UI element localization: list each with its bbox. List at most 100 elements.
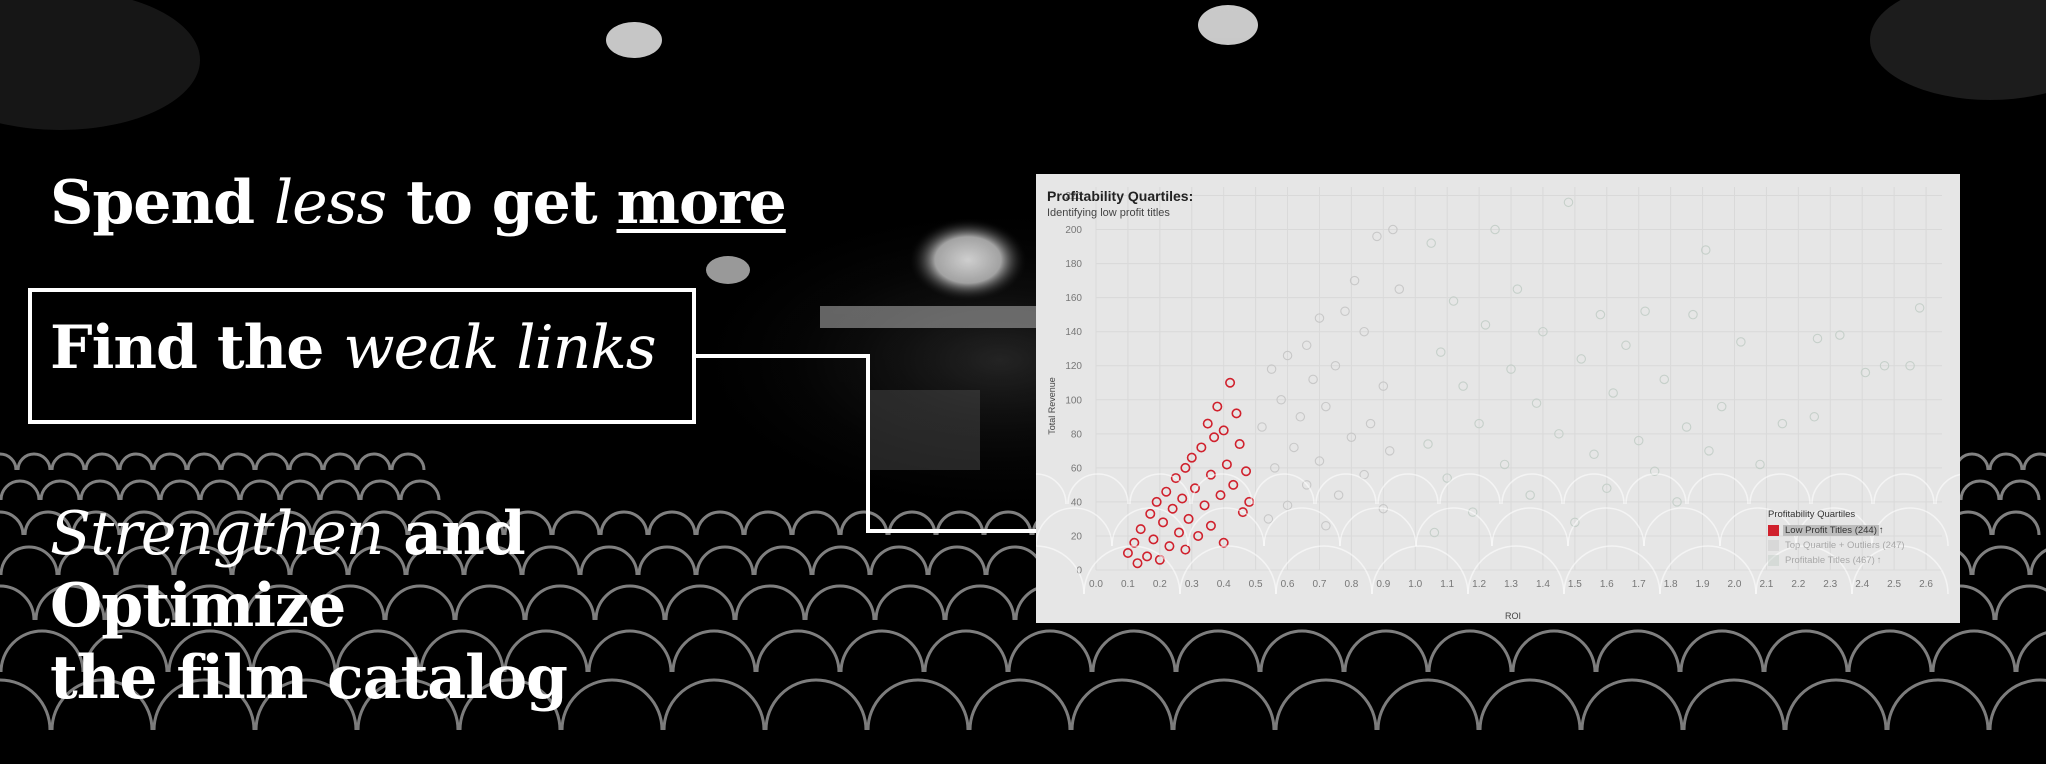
headline-2-pre: Find the	[50, 313, 324, 383]
seat-arc-overlay	[1873, 473, 1935, 505]
seat-arc-overlay	[1567, 507, 1645, 547]
data-point	[1330, 360, 1341, 371]
data-point	[1467, 507, 1478, 517]
sort-arrow-icon: ↑	[1878, 525, 1884, 536]
chart-title: Profitability Quartiles:	[1047, 188, 1194, 204]
data-point	[1633, 435, 1644, 446]
data-point	[1525, 490, 1535, 500]
data-point	[1755, 459, 1765, 470]
y-tick-label: 140	[1065, 327, 1082, 338]
data-point	[1704, 446, 1714, 456]
x-tick-label: 1.8	[1664, 579, 1678, 590]
y-axis-label: Total Revenue	[1047, 377, 1057, 435]
headline-1-pre: Spend	[50, 168, 255, 238]
sort-arrow-icon: ↑	[1876, 555, 1882, 566]
scatter-plot: 0.0 0.1 0.2 0.3 0.4 0.5 0.6 0.7 0.8 0.9 1.0 1.1 1.2 1…	[1036, 187, 1960, 621]
data-point	[1314, 456, 1325, 466]
seat-arc-overlay	[1851, 545, 1949, 595]
legend-item-top-quartile[interactable]: Top Quartile + Outliers (247)	[1768, 538, 1907, 553]
data-point	[1688, 309, 1698, 320]
x-tick-label: 1.7	[1632, 579, 1646, 590]
data-point	[1164, 541, 1175, 552]
data-point	[1218, 425, 1229, 436]
data-point	[1681, 422, 1692, 432]
headline-strengthen: Strengthen and Optimize the film catalog	[50, 498, 810, 714]
headline-3-emph: Strengthen	[50, 499, 384, 569]
headline-1-strong: more	[616, 168, 786, 238]
data-point	[1649, 466, 1660, 477]
x-tick-label: 0.7	[1313, 579, 1327, 590]
data-point	[1809, 412, 1820, 422]
x-tick-label: 2.1	[1759, 579, 1773, 590]
data-point	[1132, 558, 1143, 569]
data-point	[1659, 374, 1670, 385]
headline-3-mid: and Optimize	[50, 499, 526, 641]
x-tick-label: 0.2	[1153, 579, 1167, 590]
data-point	[1321, 401, 1331, 412]
data-point	[1276, 395, 1286, 405]
data-point	[1289, 442, 1299, 453]
data-point	[1436, 347, 1446, 357]
data-point	[1777, 418, 1788, 429]
data-point	[1442, 473, 1452, 483]
data-point	[1151, 496, 1162, 507]
seat-arc-overlay	[1467, 545, 1565, 595]
data-point	[1145, 508, 1156, 519]
data-point	[1202, 418, 1213, 429]
y-tick-label: 0	[1076, 566, 1082, 577]
data-point	[1263, 514, 1274, 524]
data-point	[1212, 401, 1223, 412]
data-point	[1161, 486, 1172, 497]
x-tick-label: 1.4	[1536, 579, 1550, 590]
data-point	[1554, 429, 1564, 439]
data-point	[1563, 197, 1574, 208]
data-point	[1282, 350, 1293, 361]
data-point	[1423, 439, 1433, 449]
seat-arc-overlay	[1935, 473, 1960, 505]
data-point	[1506, 364, 1516, 374]
x-tick-label: 1.3	[1504, 579, 1518, 590]
legend-item-profitable[interactable]: Profitable Titles (467) ↑	[1768, 553, 1907, 568]
y-tick-label: 160	[1065, 293, 1082, 304]
x-tick-label: 0.9	[1376, 579, 1390, 590]
data-point	[1359, 469, 1369, 480]
seat-arc-overlay	[1179, 545, 1277, 595]
data-point	[1672, 497, 1682, 507]
headline-2-emph: weak links	[343, 313, 656, 383]
data-point	[1595, 309, 1606, 320]
data-point	[1429, 527, 1440, 538]
data-point	[1340, 306, 1350, 317]
data-point	[1199, 500, 1210, 511]
data-point	[1180, 462, 1191, 473]
data-point	[1174, 527, 1185, 538]
data-point	[1860, 367, 1871, 378]
weak-links-box	[28, 288, 696, 424]
x-tick-label: 1.9	[1696, 579, 1710, 590]
data-point	[1241, 466, 1252, 477]
x-tick-label: 1.5	[1568, 579, 1582, 590]
seat-arc-overlay	[1415, 507, 1493, 547]
data-point	[1490, 224, 1500, 235]
legend-swatch-low-profit	[1768, 525, 1779, 536]
seat-arc-overlay	[1315, 473, 1377, 505]
legend-label-profitable: Profitable Titles (467)	[1785, 555, 1875, 566]
seat-arc-overlay	[1263, 507, 1341, 547]
data-point	[1177, 493, 1188, 504]
data-point	[1394, 284, 1405, 294]
seat-arc-overlay	[1563, 545, 1661, 595]
data-point	[1158, 517, 1169, 528]
legend-item-low-profit[interactable]: Low Profit Titles (244) ↑	[1768, 523, 1907, 538]
data-point	[1538, 326, 1548, 337]
data-point	[1186, 452, 1197, 463]
data-point	[1301, 340, 1312, 351]
data-point	[1512, 284, 1523, 294]
seat-arc-overlay	[1191, 473, 1253, 505]
data-point	[1359, 326, 1369, 337]
scatter-chart-panel: 0.0 0.1 0.2 0.3 0.4 0.5 0.6 0.7 0.8 0.9 1.0 1.1 1.2 1…	[1036, 174, 1960, 623]
x-tick-label: 2.5	[1887, 579, 1901, 590]
data-point	[1225, 377, 1236, 388]
data-point	[1458, 381, 1468, 391]
data-point	[1257, 422, 1267, 432]
data-point	[1228, 479, 1239, 490]
x-axis-label: ROI	[1505, 611, 1521, 621]
